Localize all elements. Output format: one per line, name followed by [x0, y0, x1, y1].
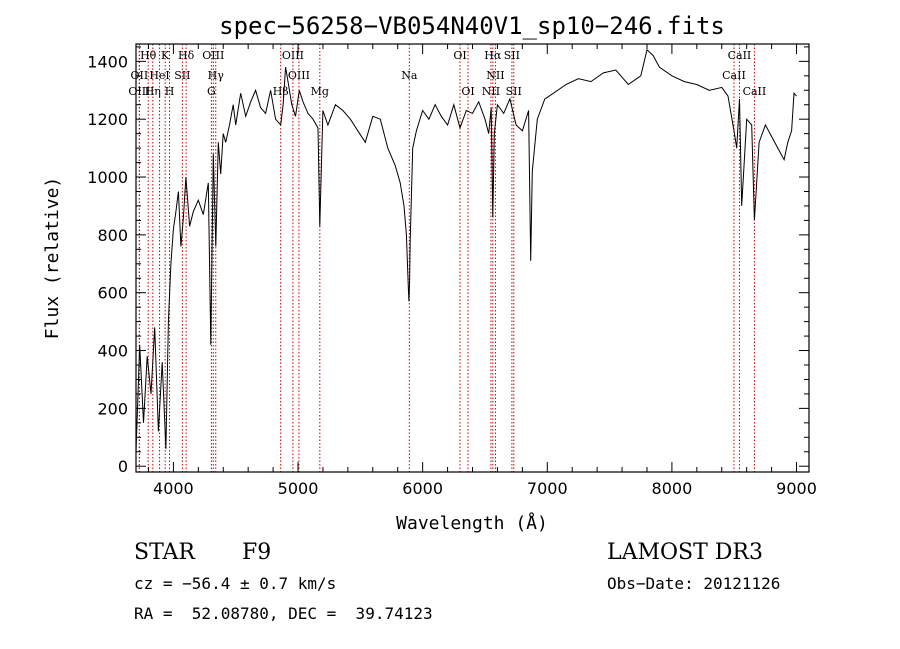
redshift-cz: cz = −56.4 ± 0.7 km/s — [134, 574, 337, 593]
survey-name: LAMOST DR3 — [607, 540, 763, 565]
line-label: K — [161, 49, 170, 62]
line-label: SII — [174, 69, 190, 82]
line-label: CaII — [722, 69, 746, 82]
line-label: OIII — [128, 85, 150, 98]
line-label: Hβ — [273, 85, 289, 98]
object-class: STAR — [134, 540, 195, 565]
y-tick-label: 1400 — [87, 52, 128, 71]
line-label: OI — [461, 85, 474, 98]
line-label: SII — [504, 49, 520, 62]
x-tick-label: 7000 — [527, 479, 568, 498]
line-label: OI — [453, 49, 466, 62]
observation-date: Obs−Date: 20121126 — [607, 574, 781, 593]
spectrum-line — [135, 48, 797, 452]
y-tick-label: 1000 — [87, 168, 128, 187]
emission-absorption-line-markers — [138, 44, 755, 472]
line-label: SII — [506, 85, 522, 98]
line-label: Hη — [145, 85, 161, 98]
line-label: CaII — [728, 49, 752, 62]
x-axis-label: Wavelength (Å) — [396, 512, 548, 534]
line-label: NII — [486, 69, 504, 82]
line-label: CaII — [743, 85, 767, 98]
plot-frame — [135, 43, 810, 473]
line-label: H — [165, 85, 175, 98]
line-label: Hα — [484, 49, 502, 62]
line-label: OIII — [282, 49, 304, 62]
line-label: Hγ — [208, 69, 225, 82]
y-tick-label: 1200 — [87, 110, 128, 129]
y-tick-label: 0 — [118, 457, 128, 476]
line-label: Hδ — [178, 49, 195, 62]
x-tick-label: 9000 — [776, 479, 817, 498]
y-tick-label: 600 — [97, 284, 128, 303]
ra-dec: RA = 52.08780, DEC = 39.74123 — [134, 604, 433, 623]
line-label: Hθ — [140, 49, 157, 62]
y-axis-label: Flux (relative) — [42, 177, 63, 340]
axis-ticks: 4000 5000 6000 7000 8000 9000 0 200 400 600 800 100… — [87, 44, 817, 498]
line-label: NII — [482, 85, 500, 98]
y-tick-label: 400 — [97, 342, 128, 361]
line-label: OIII — [288, 69, 310, 82]
x-tick-label: 4000 — [153, 479, 194, 498]
y-tick-label: 200 — [97, 399, 128, 418]
y-tick-label: 800 — [97, 226, 128, 245]
chart-title: spec−56258−VB054N40V1_sp10−246.fits — [219, 12, 725, 40]
line-label: G — [207, 85, 216, 98]
object-subclass: F9 — [242, 540, 272, 565]
x-tick-label: 8000 — [652, 479, 693, 498]
line-label: Mg — [311, 85, 329, 98]
line-label: HeI — [149, 69, 169, 82]
line-label: OIII — [202, 49, 224, 62]
x-tick-label: 5000 — [278, 479, 319, 498]
line-label: Na — [401, 69, 418, 82]
x-tick-label: 6000 — [402, 479, 443, 498]
